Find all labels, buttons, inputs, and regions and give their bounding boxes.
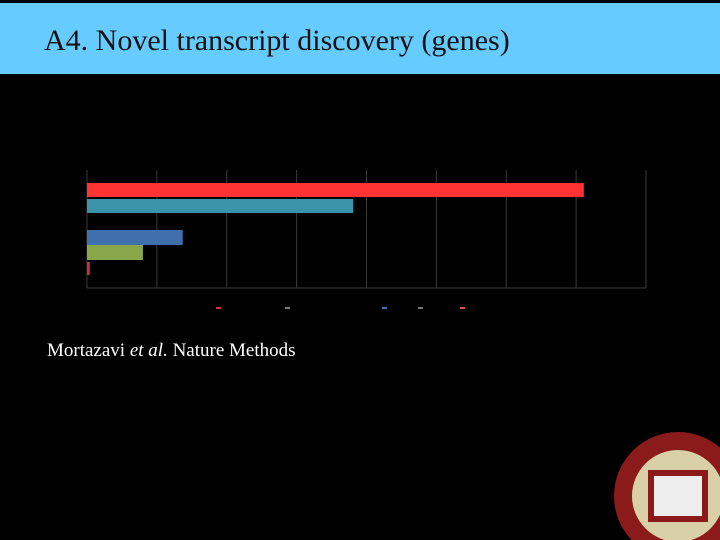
citation-journal: Nature Methods: [172, 340, 296, 361]
x-tick-label: 8: [643, 294, 649, 305]
x-tick-label: 3: [294, 294, 300, 305]
x-tick-label: 7: [573, 294, 579, 305]
bar: [87, 262, 90, 275]
bar: [87, 230, 183, 245]
bar: [87, 199, 354, 213]
citation-authors: Mortazavi: [47, 340, 126, 361]
slide-title: A4. Novel transcript discovery (genes): [44, 24, 510, 57]
x-tick-label: 1: [154, 294, 160, 305]
x-tick-label: 4: [364, 294, 370, 305]
title-bar: [0, 3, 720, 74]
x-tick-label: 5: [434, 294, 440, 305]
bar: [87, 183, 584, 197]
seal-book: [654, 476, 702, 516]
citation-etal: et al.: [129, 340, 168, 361]
x-tick-label: 0: [84, 294, 90, 305]
x-tick-label: 2: [224, 294, 230, 305]
seal: [614, 432, 720, 540]
x-tick-label: 6: [503, 294, 509, 305]
citation: Mortazavi et al. Nature Methods: [47, 340, 296, 362]
bar: [87, 245, 143, 260]
